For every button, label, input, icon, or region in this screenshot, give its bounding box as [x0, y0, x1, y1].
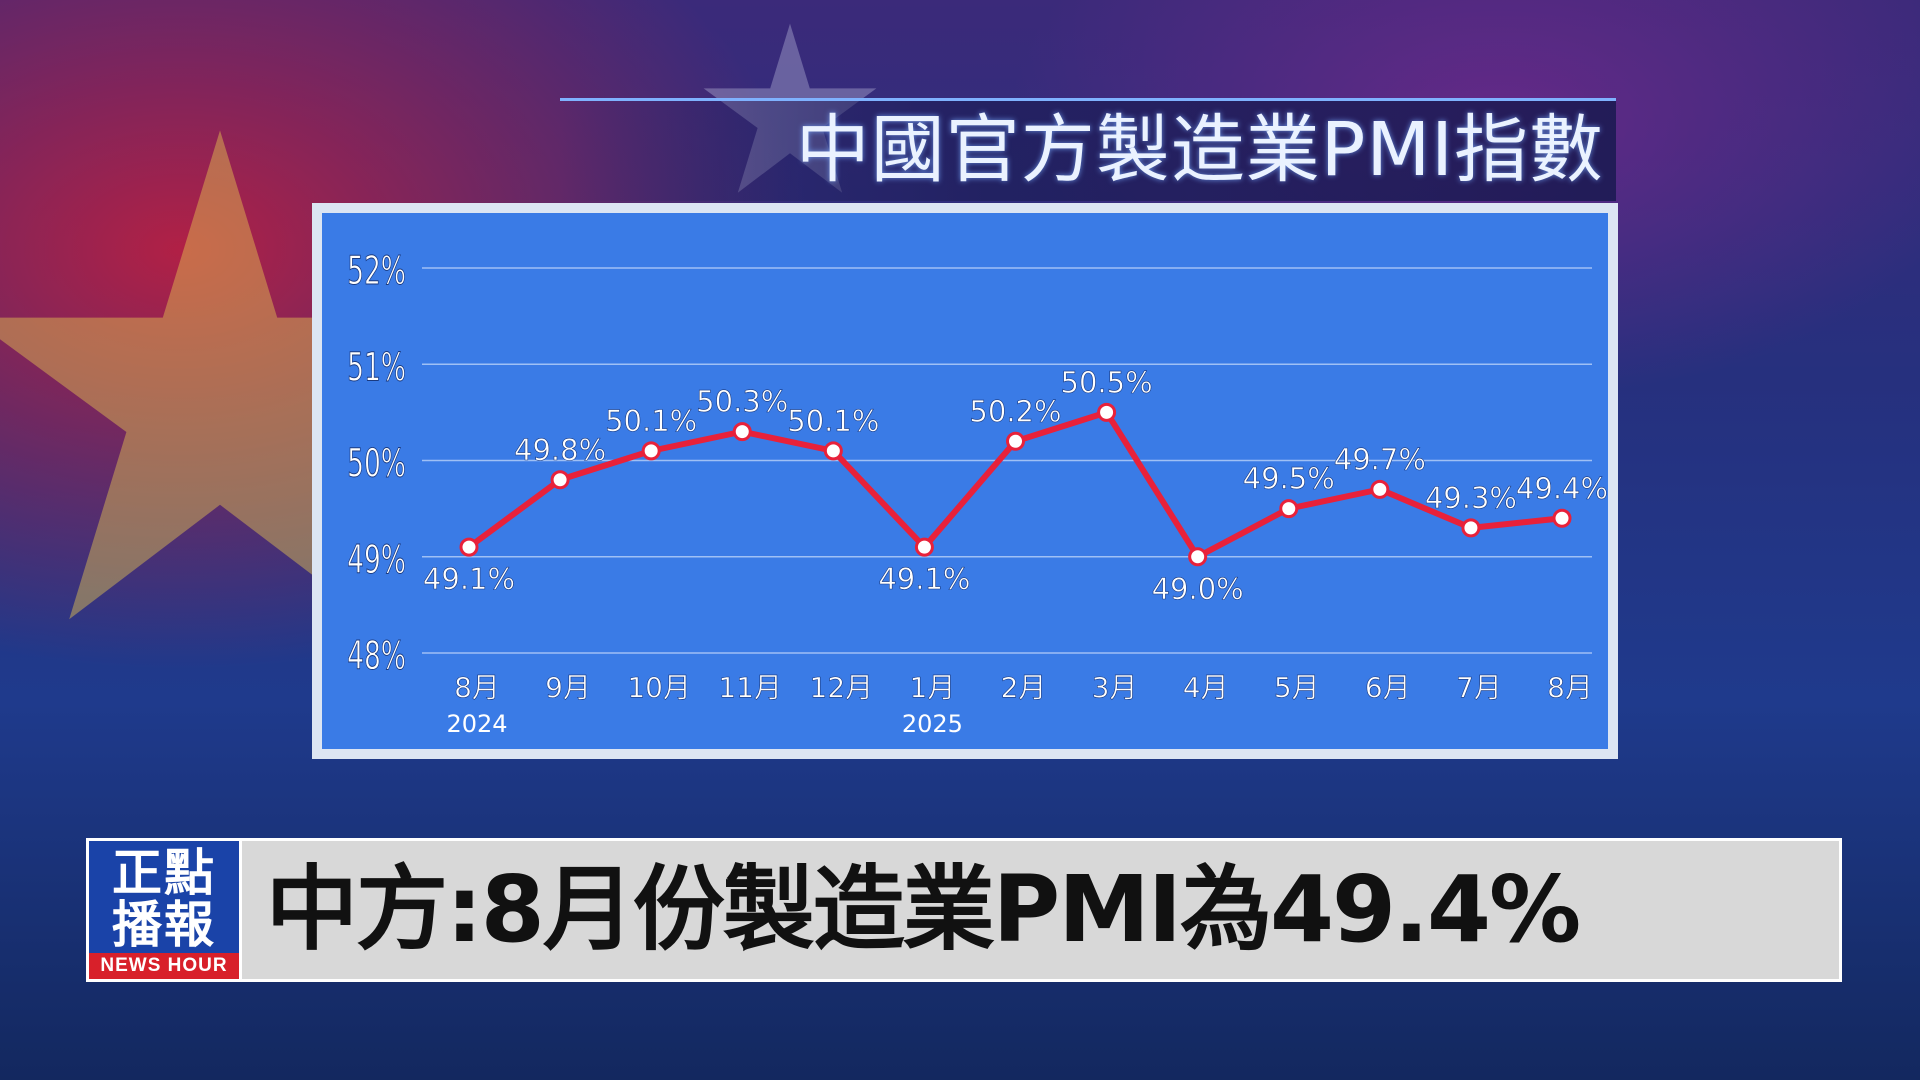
data-point: [1370, 479, 1390, 499]
plot-area-background: [322, 213, 1608, 749]
x-tick-label: 2月: [1001, 671, 1047, 704]
chart-title: 中國官方製造業PMI指數: [795, 107, 1604, 193]
x-tick-label: 7月: [1456, 671, 1502, 704]
x-tick-label: 12月: [810, 671, 874, 704]
data-point: [1097, 402, 1117, 422]
data-label: 49.1%: [878, 562, 970, 596]
y-tick-label: 51%: [347, 344, 406, 390]
data-point: [1279, 499, 1299, 519]
chart-panel: [312, 203, 1618, 759]
logo-chinese-text: 正點播報: [112, 844, 216, 954]
x-tick-label: 8月: [1547, 671, 1593, 704]
y-tick-label: 48%: [347, 633, 406, 679]
x-tick-label: 8月: [454, 671, 500, 704]
x-tick-label: 3月: [1092, 671, 1138, 704]
data-label: 50.1%: [787, 404, 879, 438]
data-point: [459, 537, 479, 557]
lower-third-bar: [86, 838, 1842, 982]
data-label: 49.7%: [1334, 442, 1426, 476]
data-label: 49.0%: [1152, 572, 1244, 606]
data-label: 49.4%: [1516, 471, 1608, 505]
data-point: [732, 422, 752, 442]
data-label: 50.3%: [696, 385, 788, 419]
x-tick-label: 11月: [718, 671, 782, 704]
chart-title-bar: 中國官方製造業PMI指數: [560, 98, 1616, 201]
data-label: 49.1%: [423, 562, 515, 596]
x-tick-label: 1月: [910, 671, 956, 704]
data-label: 50.5%: [1061, 365, 1153, 399]
data-point: [914, 537, 934, 557]
data-label: 49.3%: [1425, 481, 1517, 515]
y-tick-label: 49%: [347, 537, 406, 583]
x-year-label: 2025: [902, 710, 963, 738]
x-tick-label: 10月: [627, 671, 691, 704]
x-year-label: 2024: [446, 710, 507, 738]
logo-english-text: NEWS HOUR: [89, 953, 239, 979]
data-point: [641, 441, 661, 461]
x-tick-label: 9月: [545, 671, 591, 704]
pmi-line-chart: 48% 49% 50% 51% 52% 8月 9月 10月 11月 12月 1月 2月 3月 4月 5月 6月…: [347, 247, 1608, 738]
news-hour-logo: 正點播報 NEWS HOUR: [86, 838, 242, 982]
data-label: 50.2%: [969, 394, 1061, 428]
data-point: [1552, 508, 1572, 528]
x-tick-label: 6月: [1365, 671, 1411, 704]
y-tick-label: 50%: [347, 440, 406, 486]
data-point: [550, 470, 570, 490]
x-tick-label: 5月: [1274, 671, 1320, 704]
data-point: [1188, 547, 1208, 567]
data-label: 50.1%: [605, 404, 697, 438]
data-label: 49.8%: [514, 433, 606, 467]
data-point: [823, 441, 843, 461]
data-label: 49.5%: [1243, 462, 1335, 496]
headline-text: 中方:8月份製造業PMI為49.4%: [266, 856, 1581, 963]
y-tick-label: 52%: [347, 248, 406, 294]
x-tick-label: 4月: [1183, 671, 1229, 704]
data-point: [1461, 518, 1481, 538]
data-point: [1006, 431, 1025, 451]
